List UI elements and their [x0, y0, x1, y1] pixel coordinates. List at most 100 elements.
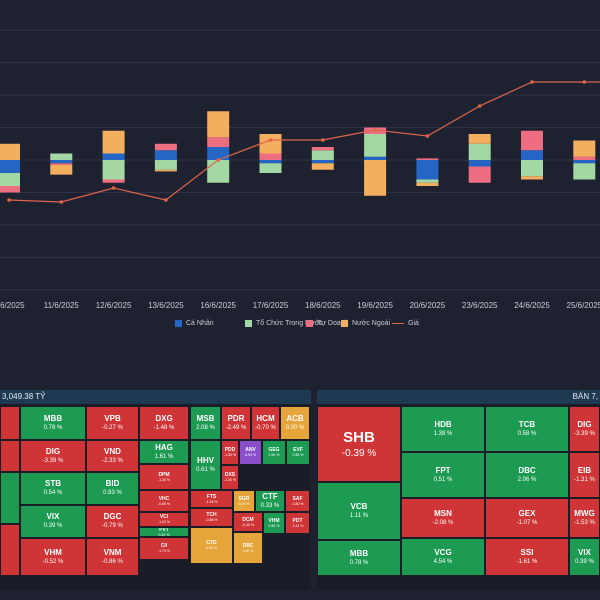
stock-tile[interactable]: DGC -0.79 %: [86, 505, 139, 538]
stock-tile[interactable]: PDD -1.50 %: [221, 440, 239, 465]
bar-tu_doanh: [50, 163, 73, 165]
stock-ticker: PDT: [292, 517, 303, 524]
stock-tile[interactable]: EIB -1.31 %: [569, 452, 600, 498]
legend-item[interactable]: Tự Doanh: [306, 320, 349, 327]
stock-tile[interactable]: PDT -1.44 %: [285, 512, 310, 534]
stock-tile[interactable]: VHC -0.55 %: [139, 490, 189, 512]
stock-change: -1.44 %: [291, 523, 304, 528]
stock-tile[interactable]: CTF 0.33 %: [255, 490, 285, 512]
stock-tile[interactable]: VHM -0.52 %: [20, 538, 86, 576]
stock-tile[interactable]: VIX 0.39 %: [569, 538, 600, 576]
stock-change: -1.53 %: [574, 519, 595, 526]
stock-tile[interactable]: ACB 0.00 %: [280, 406, 310, 440]
stock-ticker: HCM: [256, 413, 275, 423]
bar-tu_doanh: [154, 143, 177, 151]
stock-tile[interactable]: MBB 0.78 %: [317, 540, 401, 576]
stock-tile[interactable]: PVT 0.42 %: [139, 527, 189, 537]
stock-ticker: FPT: [435, 465, 451, 475]
stock-tile[interactable]: SAF -0.80 %: [285, 490, 310, 512]
stock-tile[interactable]: [0, 472, 20, 524]
stock-tile[interactable]: CTD 0.00 %: [190, 527, 233, 564]
stock-change: 0.85 %: [292, 453, 304, 457]
stock-tile[interactable]: GEX -1.07 %: [485, 498, 569, 538]
stock-tile[interactable]: ANV 6.93 %: [239, 440, 262, 465]
stock-ticker: ACB: [286, 413, 304, 423]
price-point: [59, 200, 64, 204]
stock-change: 0.00 %: [238, 501, 250, 506]
stock-change: -2.49 %: [225, 424, 247, 431]
stock-tile[interactable]: EVF 0.85 %: [286, 440, 310, 465]
stock-tile[interactable]: DCM -0.40 %: [233, 512, 263, 532]
sell-panel-title: BÁN 7,: [572, 392, 598, 401]
stock-tile[interactable]: PDR -2.49 %: [221, 406, 251, 440]
stock-tile[interactable]: MBB 0.78 %: [20, 406, 86, 440]
stock-tile[interactable]: MSN -2.08 %: [401, 498, 485, 538]
stock-tile[interactable]: DIG -3.39 %: [20, 440, 86, 472]
stock-tile[interactable]: GEG 0.90 %: [262, 440, 286, 465]
stock-tile[interactable]: TCB 0.58 %: [485, 406, 569, 452]
stock-tile[interactable]: HAG 1.61 %: [139, 440, 189, 464]
legend-item[interactable]: Cá Nhân: [175, 320, 214, 327]
stock-tile[interactable]: VHM 0.82 %: [263, 512, 285, 534]
stock-tile[interactable]: DBC 0.00 %: [233, 532, 263, 564]
stock-tile[interactable]: [0, 406, 20, 440]
stock-tile[interactable]: STB 0.54 %: [20, 472, 86, 505]
stock-tile[interactable]: HCM -0.70 %: [251, 406, 280, 440]
stock-tile[interactable]: VIX 0.39 %: [20, 505, 86, 538]
stock-tile[interactable]: FPT 0.51 %: [401, 452, 485, 498]
x-tick-label: 20/6/2025: [410, 301, 446, 310]
stock-tile[interactable]: TCH -0.88 %: [190, 508, 233, 527]
bar-to_chuc: [416, 179, 439, 183]
bar-to_chuc: [468, 143, 491, 160]
stock-tile[interactable]: VPB -0.27 %: [86, 406, 139, 440]
stock-change: -1.02 %: [157, 520, 171, 524]
legend-label: Tổ Chức Trong Nước: [256, 320, 323, 327]
stock-tile[interactable]: HDB 1.38 %: [401, 406, 485, 452]
stock-tile[interactable]: SSI -1.61 %: [485, 538, 569, 576]
stock-tile[interactable]: VCI -1.02 %: [139, 512, 189, 527]
stock-ticker: SHB: [343, 428, 375, 446]
legend-item[interactable]: Nước Ngoài: [341, 320, 390, 327]
stock-tile[interactable]: DPM -1.30 %: [139, 464, 189, 490]
stock-change: 0.39 %: [43, 523, 63, 529]
stock-ticker: HDB: [434, 419, 452, 429]
stock-tile[interactable]: CII -1.70 %: [139, 537, 189, 560]
bar-ca_nhan: [573, 160, 596, 164]
stock-tile[interactable]: SHB -0.39 %: [317, 406, 401, 482]
stock-tile[interactable]: SGR 0.00 %: [233, 490, 255, 512]
stock-ticker: VND: [104, 446, 121, 456]
stock-ticker: VHM: [44, 547, 62, 557]
stock-tile[interactable]: DXG -1.48 %: [139, 406, 189, 440]
legend-item[interactable]: Tổ Chức Trong Nước: [245, 320, 323, 327]
stock-tile[interactable]: DIG -3.39 %: [569, 406, 600, 452]
stock-tile[interactable]: [0, 524, 20, 576]
stock-ticker: GEG: [268, 447, 280, 453]
stock-tile[interactable]: [0, 440, 20, 472]
stock-tile[interactable]: VCG 4.54 %: [401, 538, 485, 576]
bar-tu_doanh: [311, 147, 334, 151]
stock-change: 0.33 %: [260, 502, 280, 509]
stock-tile[interactable]: VCB 1.11 %: [317, 482, 401, 540]
stock-tile[interactable]: VNM -0.86 %: [86, 538, 139, 576]
legend-label: Nước Ngoài: [352, 320, 391, 327]
legend-item[interactable]: Giá: [392, 320, 419, 327]
stock-tile[interactable]: FTS -1.15 %: [190, 490, 233, 508]
price-point: [268, 138, 273, 142]
bar-nuoc_ngoai: [207, 111, 230, 138]
bar-to_chuc: [102, 160, 125, 180]
x-tick-label: 13/6/2025: [148, 301, 184, 310]
stock-tile[interactable]: MSB 2.08 %: [190, 406, 221, 440]
stock-tile[interactable]: DXS -1.20 %: [221, 465, 239, 490]
stock-tile[interactable]: HHV 0.61 %: [190, 440, 221, 490]
money-flow-chart: 0/6/2025 11/6/2025 12/6/2025 13/6/2025 16/6/…: [0, 29, 600, 310]
bar-ca_nhan: [364, 156, 387, 160]
stock-tile[interactable]: VND -2.33 %: [86, 440, 139, 472]
stock-tile[interactable]: MWG -1.53 %: [569, 498, 600, 538]
stock-tile[interactable]: DBC 2.06 %: [485, 452, 569, 498]
stock-ticker: DIG: [577, 419, 592, 429]
stock-change: -0.80 %: [291, 501, 304, 506]
stock-tile[interactable]: BID 0.83 %: [86, 472, 139, 505]
stock-ticker: VHM: [268, 517, 280, 524]
bar-nuoc_ngoai: [154, 169, 177, 172]
stock-change: -0.79 %: [102, 523, 123, 529]
